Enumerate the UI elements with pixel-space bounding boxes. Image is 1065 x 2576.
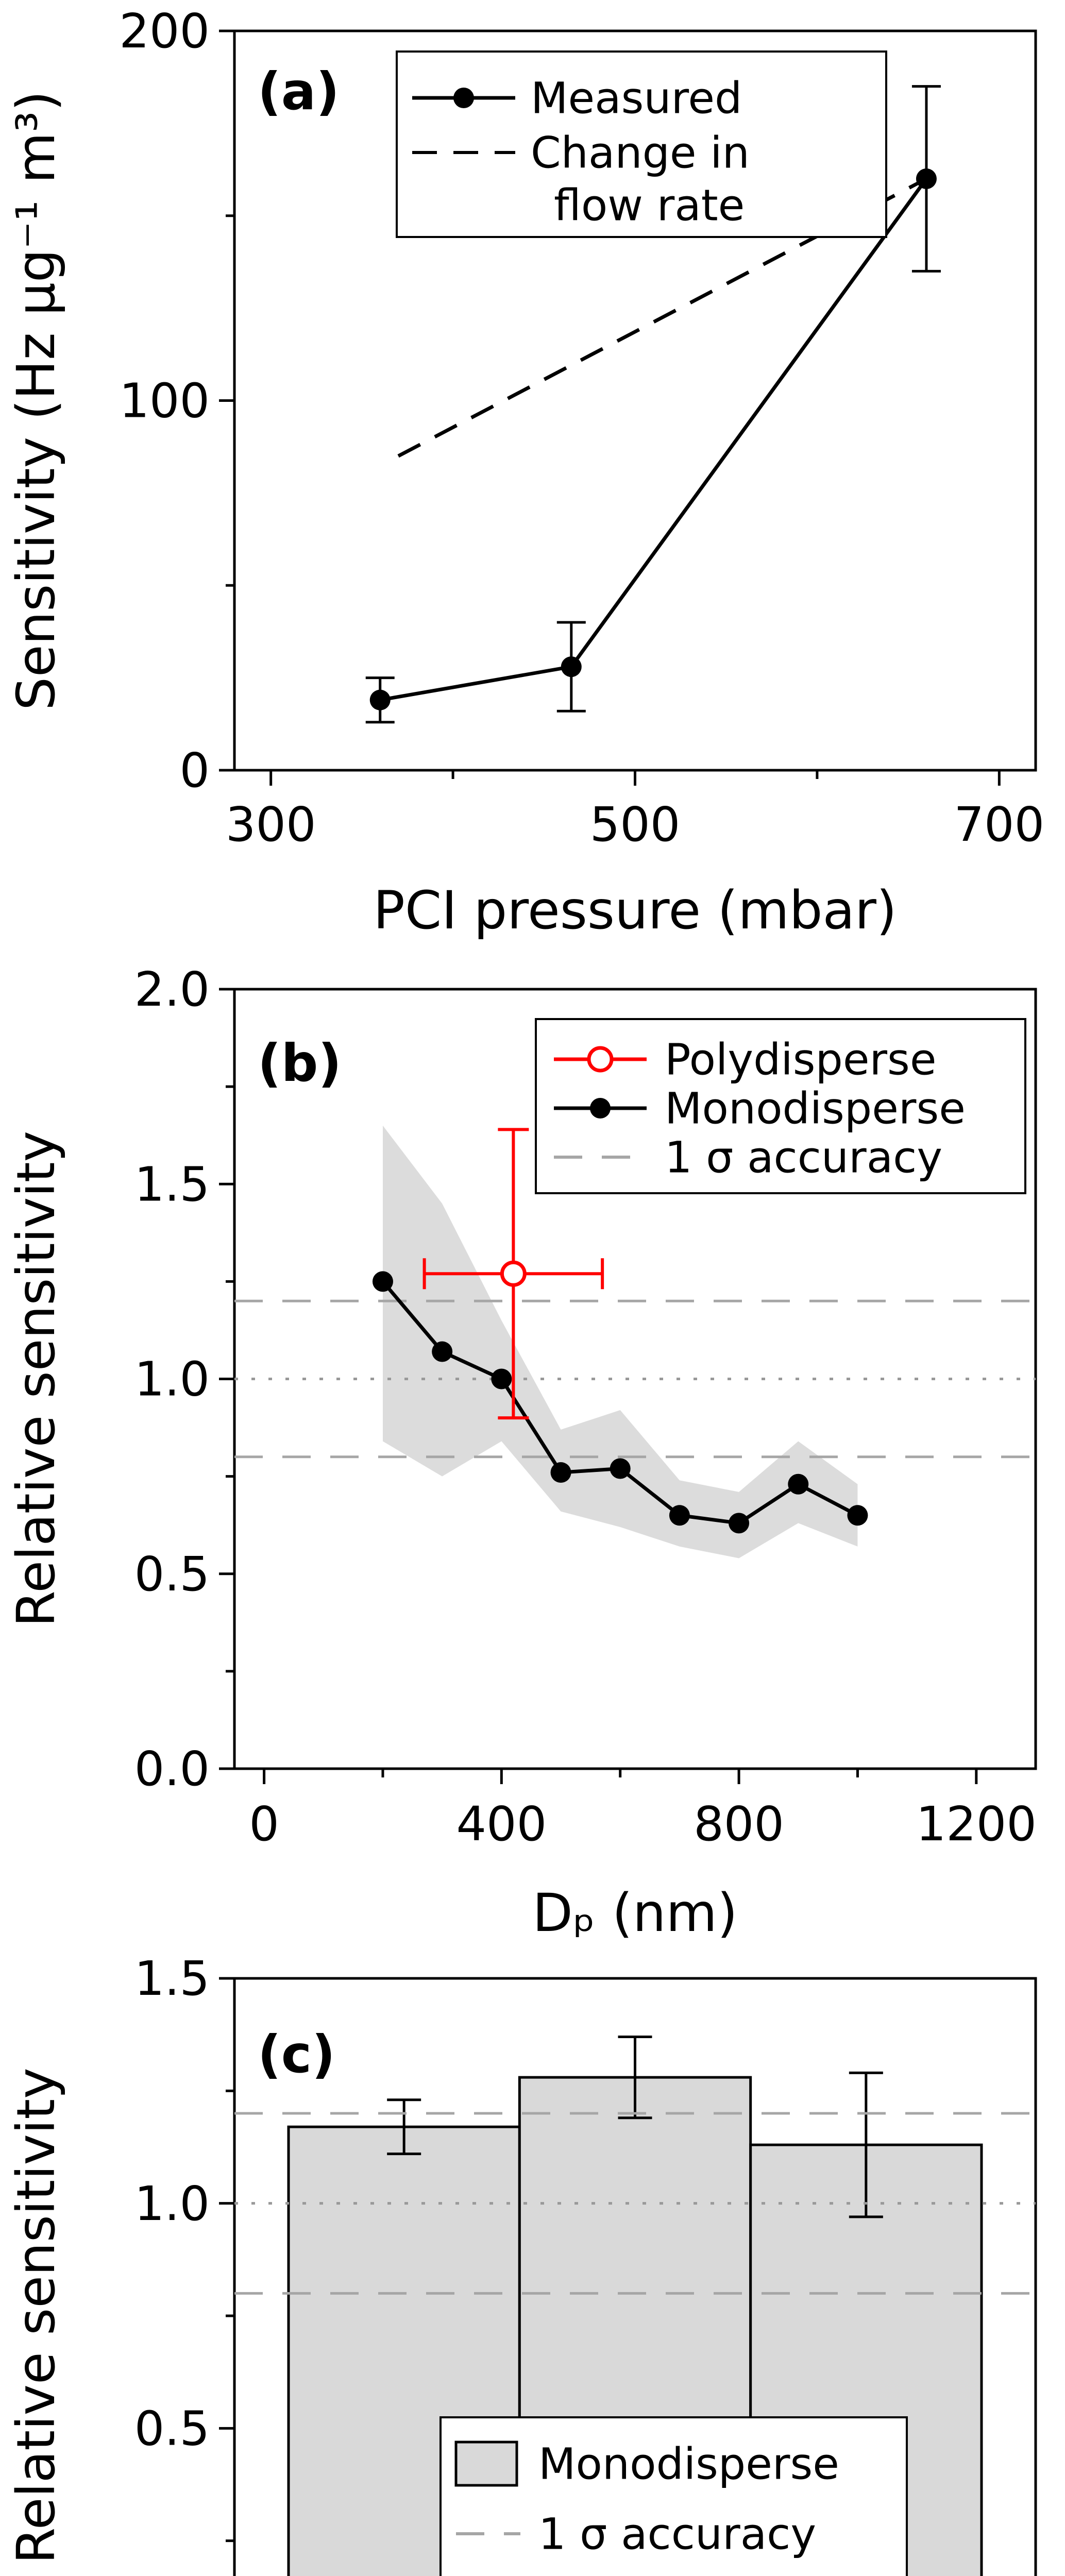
y-axis: 0 100 200: [119, 4, 234, 798]
x-tick-label: 0: [249, 1797, 279, 1852]
y-tick-label: 1.5: [134, 1951, 210, 2006]
x-tick-label: 700: [954, 797, 1045, 852]
legend-label: Monodisperse: [665, 1083, 966, 1133]
legend-box: [535, 1018, 1026, 1194]
legend-label: flow rate: [554, 180, 745, 230]
y-tick-label: 100: [119, 374, 210, 429]
legend-box: [439, 2416, 908, 2576]
x-axis-title: Dₚ (nm): [532, 1883, 737, 1944]
y-axis-title: Relative sensitivity: [6, 2067, 67, 2564]
panel-label-c: (c): [258, 2024, 335, 2084]
x-axis: 0 400 800 1200: [249, 1769, 1037, 1852]
legend-c: Monodisperse 1 σ accuracy: [439, 2416, 908, 2576]
legend-label: Monodisperse: [538, 2438, 839, 2489]
y-tick-label: 0.0: [134, 1741, 210, 1797]
y-tick-label: 0.5: [134, 1547, 210, 1602]
legend-box: [396, 50, 887, 238]
y-tick-label: 1.0: [134, 1352, 210, 1407]
legend-label: 1 σ accuracy: [538, 2509, 816, 2559]
panel-label-a: (a): [258, 61, 340, 122]
y-tick-label: 1.0: [134, 2176, 210, 2231]
y-axis: 0.00.51.01.5: [134, 1951, 234, 2543]
panel-c: 0.00.51.01.5LevoglucosanNitrocatecholPin…: [6, 1951, 1037, 2576]
x-tick-label: 800: [694, 1797, 784, 1852]
y-tick-label: 2.0: [134, 962, 210, 1017]
reference-lines: [234, 1299, 1036, 1459]
x-tick-label: 1200: [916, 1797, 1037, 1852]
x-tick-label: 400: [457, 1797, 547, 1852]
y-tick-label: 200: [119, 4, 210, 59]
y-axis-title: Relative sensitivity: [6, 1131, 67, 1627]
y-tick-label: 1.5: [134, 1157, 210, 1212]
x-tick-label: 500: [590, 797, 681, 852]
y-axis-title: Sensitivity (Hz µg⁻¹ m³): [6, 91, 67, 710]
y-tick-label: 0.5: [134, 2401, 210, 2456]
legend-label: Polydisperse: [665, 1034, 937, 1084]
legend-label: Change in: [531, 127, 750, 178]
series-measured: [365, 85, 941, 724]
panel-b: 0.0 0.5 1.0 1.5 2.0 0 400 800 1200 PolydisperseMo…: [6, 962, 1037, 1944]
reference-lines: [234, 2112, 1036, 2295]
legend-label: 1 σ accuracy: [665, 1132, 942, 1182]
series-monodisperse: [372, 1271, 868, 1534]
panel-label-b: (b): [258, 1033, 342, 1093]
legend-label: Measured: [531, 73, 742, 123]
y-tick-label: 0: [179, 743, 210, 798]
y-axis: 0.0 0.5 1.0 1.5 2.0: [134, 962, 234, 1797]
x-axis-title: PCI pressure (mbar): [373, 880, 897, 941]
x-axis: 300 500 700: [226, 770, 1044, 852]
series-polydisperse: [422, 1128, 604, 1420]
x-tick-label: 300: [226, 797, 316, 852]
